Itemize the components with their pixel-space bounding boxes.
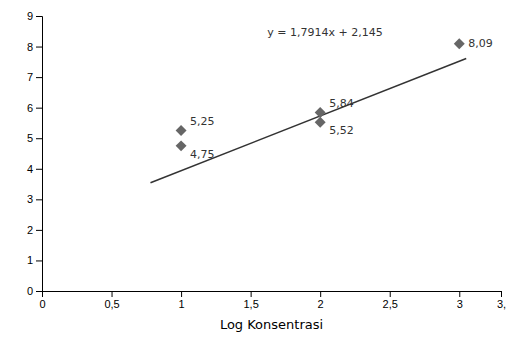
y-axis-tick: 0 — [27, 285, 42, 297]
data-label: 4,75 — [190, 148, 215, 161]
x-axis-tick-label: 2,5 — [383, 298, 398, 310]
y-axis: 0 1 2 3 4 5 6 7 8 9 — [27, 10, 43, 297]
data-label: 8,09 — [468, 37, 493, 50]
x-axis-tick: 1 — [179, 291, 185, 310]
x-axis-tick-mark — [181, 291, 182, 297]
x-axis-tick-label: 1 — [179, 298, 185, 310]
x-axis-tick: 1,5 — [243, 291, 258, 310]
y-axis-tick-label: 8 — [27, 41, 33, 53]
x-axis-tick-mark — [112, 291, 113, 297]
x-axis-tick: 0,5 — [104, 291, 119, 310]
x-axis-tick-mark — [390, 291, 391, 297]
x-axis-tick-mark — [251, 291, 252, 297]
y-axis-tick-label: 6 — [27, 102, 33, 114]
x-axis-tick: 3, — [497, 291, 506, 310]
y-axis-tick-mark — [36, 77, 42, 78]
y-axis-tick-label: 7 — [27, 71, 33, 83]
equation-annotation: y = 1,7914x + 2,145 — [267, 26, 382, 39]
y-axis-tick-mark — [36, 47, 42, 48]
x-axis-tick-label: 2 — [318, 298, 324, 310]
data-point — [315, 107, 326, 118]
chart-container: 0 0,5 1 1,5 2 2,5 3 3, 0 1 2 3 4 5 6 7 8 9 Log Konsentrasi… — [0, 0, 525, 339]
x-axis-tick-label: 0,5 — [104, 298, 119, 310]
x-axis-tick: 2 — [318, 291, 324, 310]
y-axis-tick-label: 2 — [27, 224, 33, 236]
data-label: 5,52 — [329, 124, 354, 137]
y-axis-tick-label: 9 — [27, 10, 33, 22]
y-axis-line — [36, 17, 43, 292]
x-axis-tick: 3 — [457, 291, 463, 310]
x-axis-line — [43, 292, 502, 298]
x-axis-tick-label: 3, — [497, 298, 506, 310]
y-axis-tick-mark — [36, 138, 42, 139]
y-axis-tick-label: 4 — [27, 163, 33, 175]
data-label: 5,84 — [329, 97, 354, 110]
data-point — [315, 117, 326, 128]
y-axis-tick: 5 — [27, 132, 42, 144]
y-axis-tick-mark — [36, 260, 42, 261]
y-axis-tick-label: 1 — [27, 254, 33, 266]
y-axis-tick: 8 — [27, 41, 42, 53]
y-axis-tick: 9 — [27, 10, 42, 22]
y-axis-tick: 6 — [27, 102, 42, 114]
y-axis-tick-label: 3 — [27, 193, 33, 205]
y-axis-tick-label: 0 — [27, 285, 33, 297]
plot-texts: 5,25 4,75 5,84 5,52 8,09 y = 1,7914x + 2,145 — [190, 26, 493, 161]
y-axis-tick-mark — [36, 16, 42, 17]
chart: 0 0,5 1 1,5 2 2,5 3 3, 0 1 2 3 4 5 6 7 8 9 Log Konsentrasi… — [0, 0, 525, 339]
x-axis-tick-mark — [501, 291, 502, 297]
regression-line — [150, 59, 466, 183]
data-point — [454, 38, 465, 49]
y-axis-tick-mark — [36, 169, 42, 170]
y-axis-tick-mark — [36, 230, 42, 231]
x-axis-tick: 2,5 — [383, 291, 398, 310]
y-axis-tick: 4 — [27, 163, 42, 175]
y-axis-tick: 3 — [27, 193, 42, 205]
x-axis-tick-label: 0 — [39, 298, 45, 310]
data-label: 5,25 — [190, 115, 215, 128]
y-axis-tick: 1 — [27, 254, 42, 266]
x-axis-tick-mark — [320, 291, 321, 297]
y-axis-tick-label: 5 — [27, 132, 33, 144]
x-axis-title: Log Konsentrasi — [220, 317, 323, 332]
data-point — [176, 140, 187, 151]
y-axis-tick: 7 — [27, 71, 42, 83]
x-axis-tick: 0 — [39, 291, 45, 310]
y-axis-tick-mark — [36, 291, 42, 292]
x-axis: 0 0,5 1 1,5 2 2,5 3 3, — [39, 291, 506, 310]
plot-marks — [150, 38, 466, 182]
y-axis-tick-mark — [36, 199, 42, 200]
x-axis-tick-label: 1,5 — [243, 298, 258, 310]
x-axis-tick-mark — [459, 291, 460, 297]
data-point — [176, 125, 187, 136]
x-axis-tick-label: 3 — [457, 298, 463, 310]
y-axis-tick-mark — [36, 108, 42, 109]
y-axis-tick: 2 — [27, 224, 42, 236]
